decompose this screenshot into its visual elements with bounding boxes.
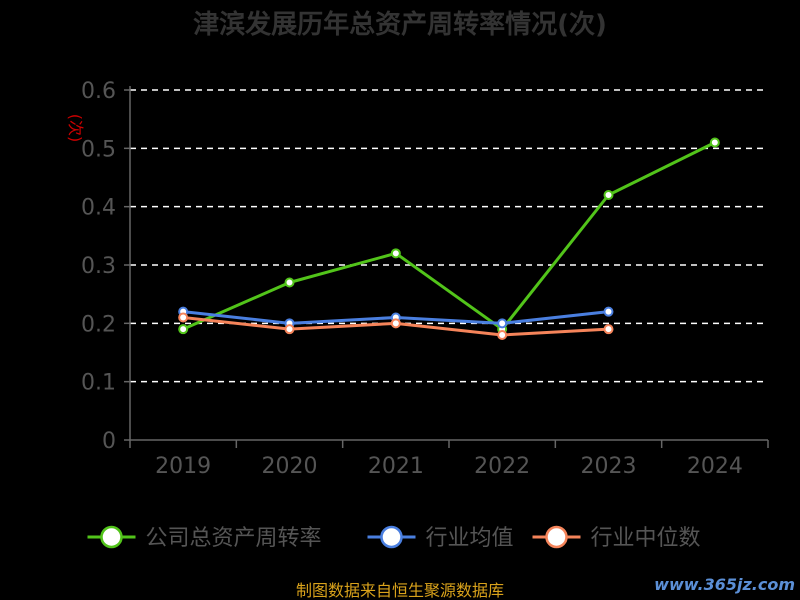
source-note: 制图数据来自恒生聚源数据库	[296, 581, 504, 600]
legend-swatch-marker	[380, 525, 403, 549]
gridlines	[130, 89, 764, 383]
y-tick-label: 0.2	[81, 312, 116, 337]
series-line	[182, 141, 716, 331]
legend-item-3: 行业中位数	[532, 525, 701, 551]
legend-label: 行业中位数	[591, 526, 701, 551]
data-point	[178, 312, 189, 323]
axes: 0 0.1 0.2 0.3 0.4 0.5 0.6 2019 2020 2021 2022 2023 2…	[81, 79, 769, 479]
y-tick-label: 0.6	[81, 79, 116, 104]
x-tick-label: 2024	[687, 454, 743, 479]
series-layer	[178, 137, 720, 340]
x-tick-label: 2023	[581, 454, 637, 479]
x-tick-label: 2019	[155, 454, 211, 479]
y-tick-label: 0.5	[81, 137, 116, 162]
data-point	[178, 324, 189, 335]
data-point	[497, 330, 508, 340]
data-point	[709, 137, 720, 148]
legend: 公司总资产周转率 行业均值 行业中位数	[87, 525, 701, 551]
x-tick-label: 2022	[474, 454, 530, 479]
y-tick-label: 0	[102, 429, 116, 454]
y-axis-label: (次)	[66, 114, 85, 143]
legend-swatch-marker	[545, 525, 568, 549]
watermark: www.365jz.com	[654, 575, 795, 594]
series-3	[178, 312, 614, 340]
legend-label: 行业均值	[426, 526, 514, 551]
data-point	[284, 324, 295, 335]
series-2	[178, 306, 614, 329]
x-tick-label: 2020	[262, 454, 318, 479]
data-point	[497, 318, 508, 329]
y-tick-label: 0.3	[81, 254, 116, 279]
legend-item-2: 行业均值	[367, 525, 514, 551]
series-1	[178, 137, 720, 335]
data-point	[390, 318, 401, 329]
legend-label: 公司总资产周转率	[146, 526, 322, 551]
y-tick-label: 0.4	[81, 196, 116, 221]
y-tick-label: 0.1	[81, 371, 116, 396]
data-point	[390, 248, 401, 259]
legend-item-1: 公司总资产周转率	[87, 525, 322, 551]
chart-title: 津滨发展历年总资产周转率情况(次)	[193, 9, 607, 40]
x-tick-label: 2021	[368, 454, 424, 479]
data-point	[603, 306, 614, 317]
legend-swatch-marker	[100, 525, 123, 549]
data-point	[284, 277, 295, 288]
data-point	[603, 190, 614, 200]
data-point	[603, 324, 614, 335]
